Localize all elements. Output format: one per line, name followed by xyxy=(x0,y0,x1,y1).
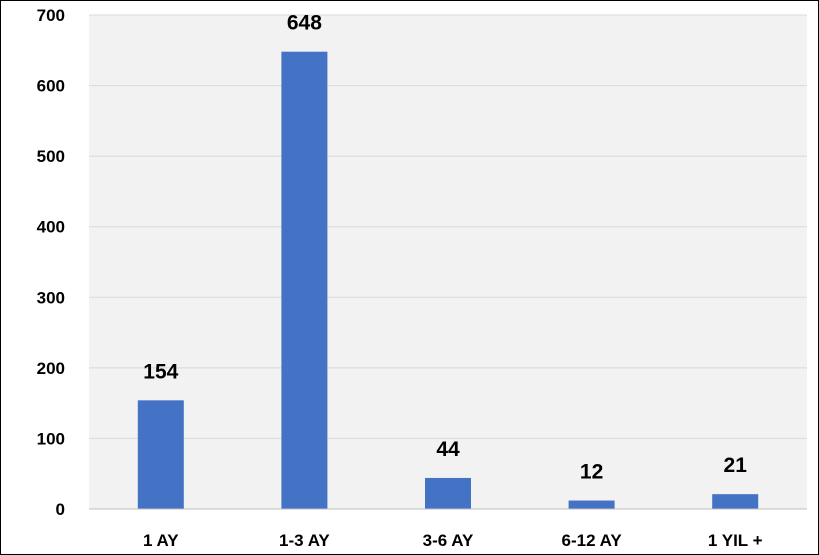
data-label: 12 xyxy=(580,461,603,484)
x-tick-label: 1 YIL + xyxy=(708,531,763,550)
y-tick-label: 300 xyxy=(37,288,65,307)
x-axis-tick-labels: 1 AY 1-3 AY 3-6 AY 6-12 AY 1 YIL + xyxy=(143,531,763,550)
y-axis-tick-labels: 0 100 200 300 400 500 600 700 xyxy=(37,6,65,519)
y-tick-label: 100 xyxy=(37,429,65,448)
bar xyxy=(568,500,615,509)
bar xyxy=(137,400,184,509)
data-label: 44 xyxy=(436,438,460,461)
data-label: 648 xyxy=(287,12,322,35)
y-tick-label: 700 xyxy=(37,6,65,25)
x-tick-label: 3-6 AY xyxy=(423,531,474,550)
data-label: 154 xyxy=(143,360,178,383)
x-tick-label: 1-3 AY xyxy=(279,531,330,550)
data-labels: 154 648 44 12 21 xyxy=(143,12,747,484)
bar xyxy=(281,51,328,509)
plot-area xyxy=(89,15,807,509)
y-tick-label: 600 xyxy=(37,77,65,96)
bar xyxy=(425,477,471,509)
bars xyxy=(137,51,759,509)
x-tick-label: 1 AY xyxy=(143,531,179,550)
data-label: 21 xyxy=(724,454,748,477)
gridlines xyxy=(89,14,807,439)
y-tick-label: 200 xyxy=(37,359,65,378)
y-tick-label: 0 xyxy=(56,500,65,519)
x-tick-label: 6-12 AY xyxy=(562,531,623,550)
y-tick-label: 400 xyxy=(37,218,65,237)
bar xyxy=(712,494,759,509)
y-tick-label: 500 xyxy=(37,147,65,166)
